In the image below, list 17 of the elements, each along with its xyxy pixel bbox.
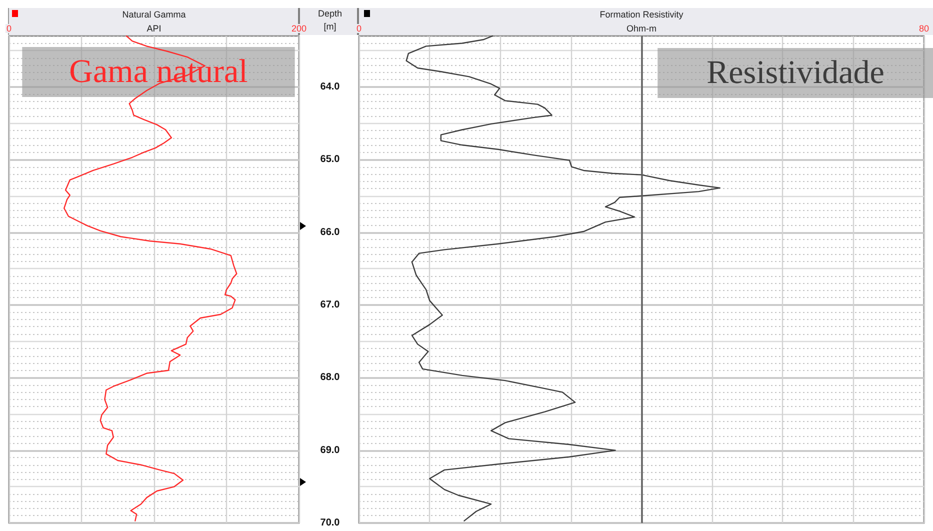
y-tick-label: 64.0 <box>320 81 340 92</box>
annotation: Resistividade <box>706 55 884 91</box>
y-tick-label: 69.0 <box>320 444 340 456</box>
chart-title: Formation Resistivity <box>600 10 684 20</box>
x-axis-title: API <box>146 24 162 34</box>
x-tick-label: 0 <box>356 24 362 34</box>
y-tick-label: 70.0 <box>320 518 340 528</box>
x-tick-label: 0 <box>6 24 12 34</box>
x-axis-title: Ohm-m <box>626 24 656 34</box>
x-tick-label: 200 <box>291 24 307 34</box>
y-tick-label: 65.0 <box>320 154 340 166</box>
y-tick-label: 67.0 <box>320 299 340 310</box>
x-tick-label: 80 <box>918 24 929 34</box>
chart-title: Natural Gamma <box>122 10 186 20</box>
y-tick-label: 66.0 <box>320 226 340 238</box>
y-tick-label: 68.0 <box>320 372 340 384</box>
y-axis-title: Depth [m] <box>318 8 342 32</box>
